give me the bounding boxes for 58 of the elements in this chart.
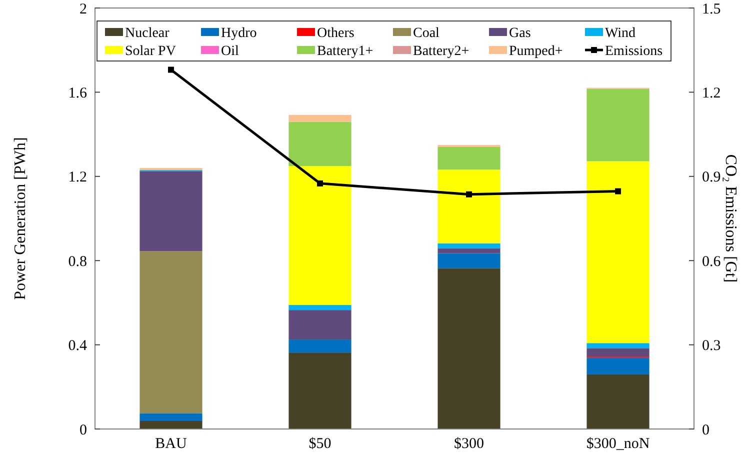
bar: [288, 340, 352, 353]
legend-label: Gas: [509, 26, 531, 41]
y-tick-label: 0: [80, 422, 87, 438]
bar: [288, 166, 352, 306]
bar: [586, 348, 650, 357]
y-tick-label: 0.8: [68, 254, 87, 270]
y-tick-label: 2: [80, 1, 87, 18]
bar: [140, 413, 202, 421]
bar: [140, 421, 202, 429]
y2-tick-label: 1.2: [702, 85, 721, 102]
x-tick-label: $300: [454, 436, 484, 452]
bar: [438, 268, 500, 429]
legend-label: Wind: [605, 26, 636, 41]
bar: [288, 122, 352, 166]
bar: [586, 88, 650, 162]
y-tick-label: 0.4: [68, 338, 88, 354]
bar: [288, 305, 352, 310]
y-axis-title: Power Generation [PWh]: [12, 137, 29, 300]
bar: [586, 358, 650, 374]
legend-label: Solar PV: [125, 44, 176, 59]
bar: [288, 352, 352, 429]
legend-label: Hydro: [221, 26, 257, 41]
bar: [586, 343, 650, 348]
bar: [438, 243, 500, 248]
x-tick-label: $50: [308, 436, 332, 452]
bar: [438, 253, 500, 268]
point: [466, 191, 472, 198]
point: [317, 180, 323, 186]
legend-label: Battery1+: [317, 44, 374, 59]
point: [615, 188, 622, 194]
bar: [140, 251, 202, 414]
y2-tick-label: 0: [702, 422, 710, 438]
y-tick-label: 1.6: [68, 85, 88, 102]
bar: [288, 114, 352, 122]
y2-tick-label: 0.9: [702, 170, 721, 186]
legend-label: Oil: [221, 44, 239, 59]
legend-label: Emissions: [605, 44, 663, 59]
bar: [586, 374, 650, 429]
x-tick-label: BAU: [155, 436, 187, 452]
y2-tick-label: 0.6: [702, 254, 722, 270]
legend-label: Others: [317, 26, 354, 41]
legend-label: Nuclear: [125, 26, 170, 41]
legend-label: Coal: [413, 26, 440, 41]
point: [168, 66, 174, 73]
bar: [586, 161, 650, 344]
legend-label: Pumped+: [509, 44, 563, 59]
bar: [140, 171, 202, 252]
bar: [438, 146, 500, 170]
bar: [438, 248, 500, 254]
x-tick-label: $300_noN: [586, 436, 650, 452]
y2-axis-title: CO₂ Emissions [Gt]: [722, 154, 739, 283]
y-tick-label: 1.2: [68, 170, 87, 186]
bar: [140, 168, 202, 170]
bar: [438, 170, 500, 244]
y2-tick-label: 0.3: [702, 338, 721, 354]
legend-label: Battery2+: [413, 44, 470, 59]
bar: [288, 310, 352, 340]
y2-tick-label: 1.5: [702, 1, 721, 18]
